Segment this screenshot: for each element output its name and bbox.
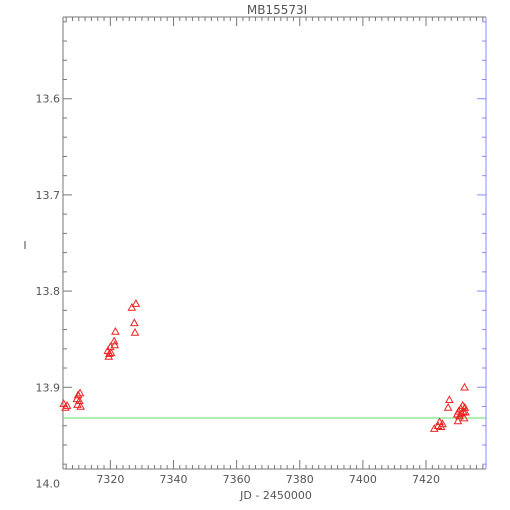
y-tick-label: 13.6 bbox=[36, 93, 61, 106]
data-point bbox=[105, 349, 114, 357]
x-tick-label: 7360 bbox=[223, 473, 251, 486]
data-point bbox=[130, 327, 140, 336]
y-tick-label: 14.0 bbox=[36, 477, 61, 490]
data-point bbox=[75, 396, 84, 405]
data-point bbox=[460, 382, 469, 391]
y-tick-label: 13.8 bbox=[36, 285, 61, 298]
data-point bbox=[459, 413, 469, 422]
x-axis-label: JD - 2450000 bbox=[239, 489, 312, 502]
data-point bbox=[73, 390, 83, 399]
data-point bbox=[110, 340, 120, 349]
x-tick-label: 7320 bbox=[96, 473, 124, 486]
y-tick-label: 13.9 bbox=[36, 381, 61, 394]
data-point bbox=[129, 318, 139, 327]
data-point bbox=[443, 402, 453, 411]
data-point bbox=[106, 348, 116, 356]
data-point bbox=[445, 395, 454, 404]
data-point bbox=[109, 336, 119, 345]
x-tick-label: 7380 bbox=[286, 473, 314, 486]
data-point bbox=[461, 407, 470, 416]
axes: 13.6 13.7 13.8 13.9 14.0 7320 7340 7360 7380 7400… bbox=[36, 16, 487, 490]
data-point bbox=[131, 299, 141, 307]
data-point bbox=[75, 388, 85, 397]
data-point bbox=[62, 400, 72, 409]
y-tick-label: 13.7 bbox=[36, 189, 61, 202]
x-tick-label: 7340 bbox=[159, 473, 187, 486]
x-tick-label: 7420 bbox=[412, 473, 440, 486]
data-point bbox=[438, 419, 447, 428]
data-point bbox=[76, 401, 86, 410]
data-point bbox=[73, 400, 82, 408]
data-point bbox=[127, 302, 137, 311]
chart-title: MB15573I bbox=[247, 3, 307, 17]
x-tick-label: 7400 bbox=[349, 473, 377, 486]
data-points bbox=[59, 299, 470, 432]
data-point bbox=[458, 406, 468, 415]
data-point bbox=[453, 416, 463, 425]
data-point bbox=[111, 326, 120, 335]
y-axis-label: I bbox=[23, 239, 26, 252]
